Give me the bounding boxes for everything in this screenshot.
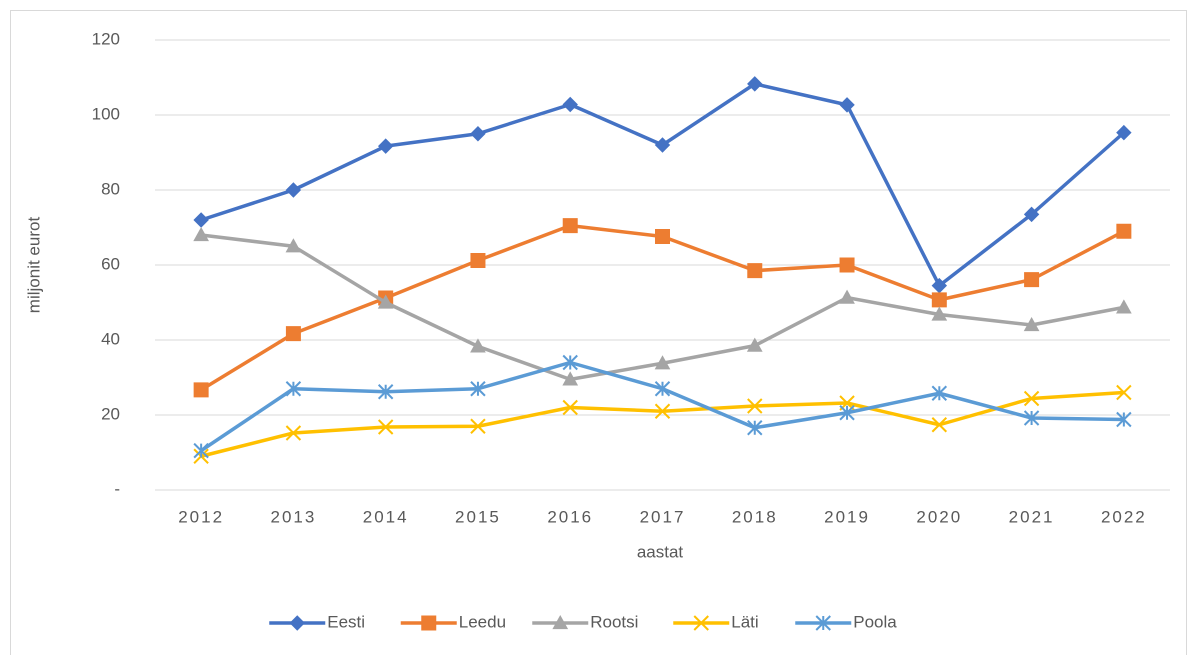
point-marker <box>1116 411 1132 428</box>
point-marker <box>839 289 855 304</box>
legend-marker <box>815 615 831 631</box>
point-marker <box>1116 299 1132 314</box>
x-tick-label: 2013 <box>270 507 316 526</box>
point-marker <box>747 263 763 279</box>
point-marker <box>654 137 671 153</box>
x-tick-label: 2014 <box>363 507 409 526</box>
point-marker <box>1023 390 1040 407</box>
point-marker <box>654 403 671 419</box>
point-marker <box>562 96 578 113</box>
legend-marker <box>693 615 709 631</box>
point-marker <box>562 371 579 386</box>
point-marker <box>285 425 302 441</box>
point-marker <box>285 182 302 198</box>
y-tick-label: 40 <box>101 329 120 348</box>
x-tick-label: 2020 <box>916 507 962 526</box>
legend-label: Poola <box>853 612 897 631</box>
legend-label: Eesti <box>327 612 365 631</box>
y-tick-label: 120 <box>92 29 120 48</box>
point-marker <box>193 212 209 228</box>
point-marker <box>839 97 855 113</box>
legend-label: Leedu <box>459 612 506 631</box>
point-marker <box>654 355 671 370</box>
point-marker <box>1023 410 1040 426</box>
y-tick-label: 60 <box>101 254 120 273</box>
point-marker <box>1116 124 1132 141</box>
point-marker <box>562 218 578 234</box>
y-axis-label: miljonit eurot <box>24 217 43 314</box>
point-marker <box>377 419 394 435</box>
y-tick-label: - <box>114 479 120 498</box>
series-line <box>200 82 1126 288</box>
x-tick-label: 2021 <box>1009 507 1055 526</box>
point-marker <box>1116 384 1132 401</box>
point-marker <box>285 381 302 397</box>
chart-border <box>10 10 1187 655</box>
point-marker <box>1024 272 1040 288</box>
legend-marker <box>421 615 437 631</box>
point-marker <box>285 238 302 253</box>
y-tick-label: 20 <box>101 404 120 423</box>
point-marker <box>1023 206 1040 223</box>
x-tick-label: 2012 <box>178 507 224 526</box>
point-marker <box>839 405 855 421</box>
point-marker <box>193 226 209 242</box>
point-marker <box>655 229 670 244</box>
legend-marker <box>552 614 569 630</box>
legend: Eesti Leedu Rootsi Läti Poola <box>269 612 897 631</box>
point-marker <box>377 384 394 400</box>
point-marker <box>377 294 394 309</box>
x-tick-label: 2017 <box>640 507 686 526</box>
legend-marker <box>289 615 305 631</box>
x-tick-label: 2016 <box>547 507 593 526</box>
point-marker <box>377 138 394 154</box>
point-marker <box>470 418 486 434</box>
legend-label: Rootsi <box>590 612 638 631</box>
point-marker <box>654 381 671 397</box>
point-marker <box>747 398 763 414</box>
y-tick-label: 80 <box>101 179 120 198</box>
point-marker <box>1023 316 1040 332</box>
x-tick-label: 2015 <box>455 507 501 526</box>
point-marker <box>470 338 486 353</box>
point-marker <box>562 399 578 416</box>
point-marker <box>470 126 486 142</box>
point-marker <box>470 253 486 268</box>
point-marker <box>470 381 486 397</box>
point-marker <box>746 337 763 352</box>
point-marker <box>931 292 947 308</box>
series-line <box>200 360 1124 453</box>
point-marker <box>747 76 763 92</box>
series-line <box>200 390 1124 458</box>
point-marker <box>285 326 301 342</box>
point-marker <box>562 354 578 371</box>
point-marker <box>839 257 855 273</box>
legend-label: Läti <box>731 612 758 631</box>
x-tick-label: 2019 <box>824 507 870 526</box>
point-marker <box>193 442 209 459</box>
point-marker <box>931 306 948 321</box>
point-marker <box>747 420 763 436</box>
x-tick-label: 2022 <box>1101 507 1147 526</box>
point-marker <box>931 385 948 401</box>
y-tick-label: 100 <box>92 104 120 123</box>
x-axis-label: aastat <box>637 542 684 561</box>
point-marker <box>931 417 948 433</box>
point-marker <box>1116 223 1132 239</box>
point-marker <box>193 382 209 398</box>
x-tick-label: 2018 <box>732 507 778 526</box>
